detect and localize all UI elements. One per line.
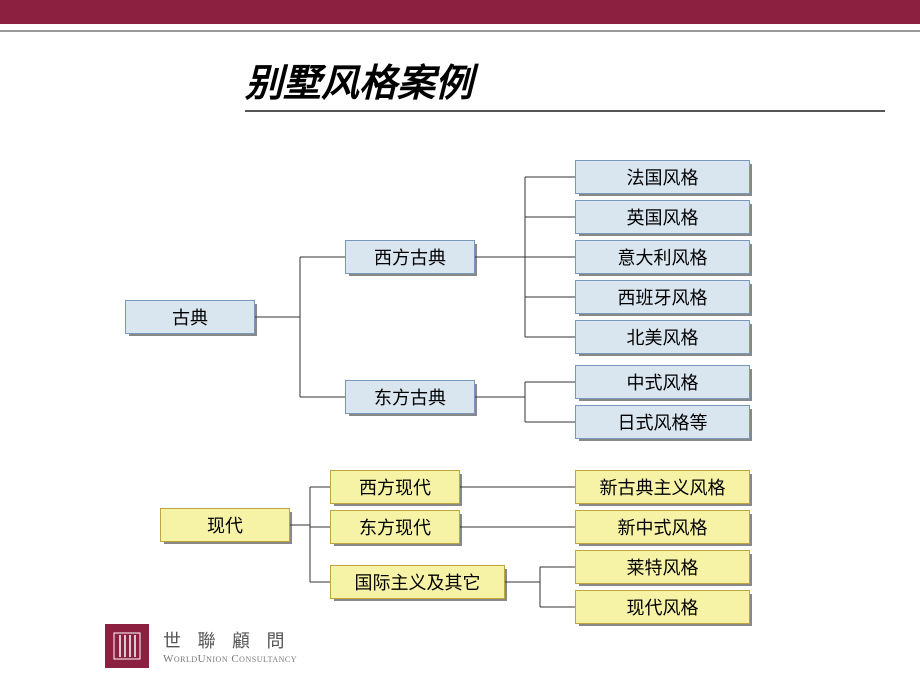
- tree-node-italy: 意大利风格: [575, 240, 750, 274]
- tree-node-neochinese: 新中式风格: [575, 510, 750, 544]
- tree-node-chinese: 中式风格: [575, 365, 750, 399]
- tree-node-japanese: 日式风格等: [575, 405, 750, 439]
- diagram-canvas: 古典 西方古典 法国风格英国风格意大利风格西班牙风格北美风格东方古典 中式风格日式风格…: [0, 0, 920, 690]
- tree-node-classic: 古典: [125, 300, 255, 334]
- tree-node-uk: 英国风格: [575, 200, 750, 234]
- tree-node-east-classic: 东方古典: [345, 380, 475, 414]
- footer-logo: 世 聯 顧 問 WorldUnion Consultancy: [105, 624, 297, 668]
- logo-icon: [105, 624, 149, 668]
- tree-node-east-modern: 东方现代: [330, 510, 460, 544]
- tree-node-france: 法国风格: [575, 160, 750, 194]
- logo-text-en: WorldUnion Consultancy: [163, 653, 297, 665]
- logo-text-cn: 世 聯 顧 問: [163, 627, 297, 653]
- tree-node-west-classic: 西方古典: [345, 240, 475, 274]
- tree-node-west-modern: 西方现代: [330, 470, 460, 504]
- tree-node-neoclassic: 新古典主义风格: [575, 470, 750, 504]
- tree-node-intl: 国际主义及其它: [330, 565, 505, 599]
- tree-node-spain: 西班牙风格: [575, 280, 750, 314]
- tree-node-wright: 莱特风格: [575, 550, 750, 584]
- tree-node-modern-style: 现代风格: [575, 590, 750, 624]
- tree-node-na: 北美风格: [575, 320, 750, 354]
- tree-node-modern: 现代: [160, 508, 290, 542]
